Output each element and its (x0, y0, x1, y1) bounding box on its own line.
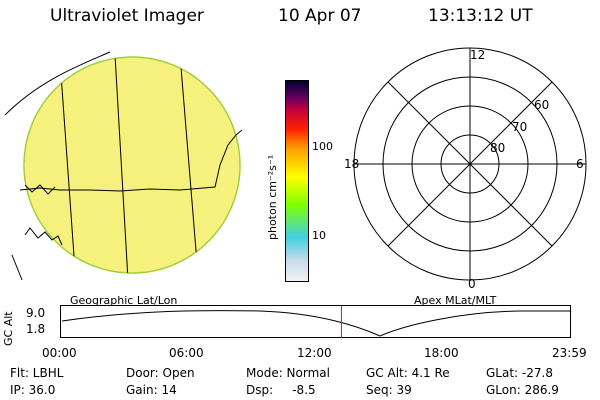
glon-info: GLon: 286.9 (486, 383, 559, 397)
apex-label: Apex MLat/MLT (414, 294, 497, 307)
seq-info: Seq: 39 (366, 383, 412, 397)
colorbar-tick-10: 10 (312, 229, 326, 242)
door-info: Door: Open (126, 366, 195, 380)
gain-info: Gain: 14 (126, 383, 177, 397)
mlt-label-right: 6 (576, 157, 584, 171)
lat-label-80: 80 (490, 141, 505, 155)
graticule (59, 57, 199, 273)
ip-info: IP: 36.0 (10, 383, 56, 397)
mode-info: Mode: Normal (246, 366, 330, 380)
observation-date: 10 Apr 07 (278, 6, 362, 26)
orbit-altitude-curve (61, 310, 570, 337)
colorbar-tick-100: 100 (312, 140, 333, 153)
geographic-label: Geographic Lat/Lon (70, 294, 178, 307)
filter-info: Flt: LBHL (10, 366, 64, 380)
mlt-label-bottom: 0 (468, 277, 476, 291)
instrument-title: Ultraviolet Imager (50, 6, 204, 26)
glat-info: GLat: -27.8 (486, 366, 553, 380)
tick-2359: 23:59 (552, 346, 587, 360)
geographic-image (4, 51, 243, 281)
colorbar (285, 80, 309, 282)
lat-label-70: 70 (512, 120, 527, 134)
dsp-info: Dsp: -8.5 (246, 383, 316, 397)
colorbar-unit-label: photon cm⁻²s⁻¹ (266, 154, 279, 240)
timeline-ylabel: GC Alt (2, 311, 15, 346)
timeline-y-bottom: 1.8 (26, 322, 46, 336)
coastline (4, 51, 243, 281)
tick-0600: 06:00 (169, 346, 204, 360)
timeline-y-top: 9.0 (26, 306, 46, 320)
mlt-label-left: 18 (344, 157, 359, 171)
lat-label-60: 60 (534, 98, 549, 112)
tick-1200: 12:00 (297, 346, 332, 360)
observation-time: 13:13:12 UT (428, 6, 533, 26)
polar-plot: 60 70 80 12 0 18 6 (344, 47, 587, 291)
timeline-plot (60, 305, 571, 338)
gc-alt-info: GC Alt: 4.1 Re (366, 366, 450, 380)
tick-1800: 18:00 (424, 346, 459, 360)
mlt-label-top: 12 (470, 48, 485, 62)
tick-0000: 00:00 (42, 346, 77, 360)
